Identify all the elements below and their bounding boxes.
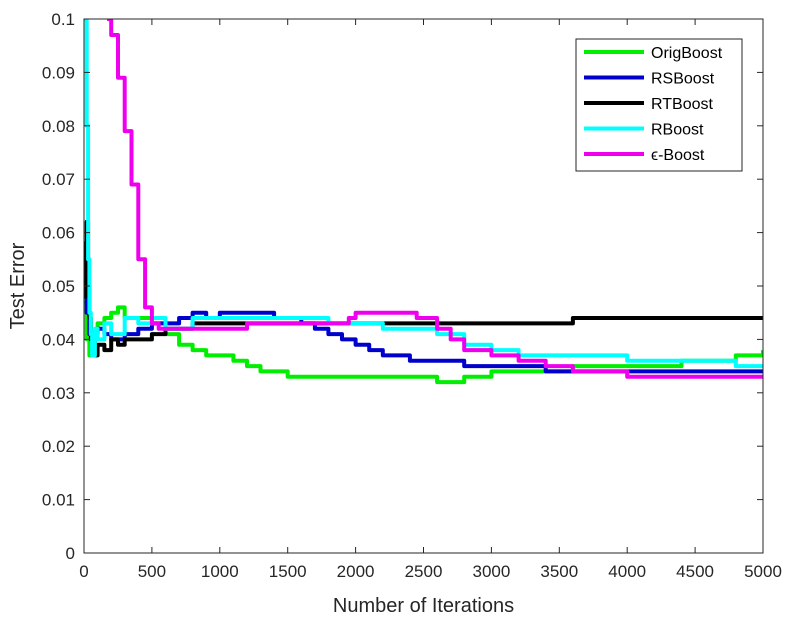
x-tick-label: 3500 [540,562,578,581]
y-tick-label: 0.08 [42,117,75,136]
x-tick-label: 1000 [201,562,239,581]
y-tick-label: 0.1 [51,10,75,29]
y-tick-label: 0.07 [42,170,75,189]
y-tick-label: 0.05 [42,277,75,296]
y-tick-label: 0 [66,544,75,563]
x-tick-label: 2000 [337,562,375,581]
y-axis: 0 0.01 0.02 0.03 0.04 0.05 0.06 0.07 0.08 0.09 0.1 [42,10,763,563]
x-tick-label: 4000 [608,562,646,581]
legend-label: RBoost [651,122,704,139]
series-line-boost [107,19,763,379]
legend-label: RSBoost [651,71,715,88]
series-layer [84,19,763,385]
y-tick-label: 0.02 [42,437,75,456]
x-tick-label: 1500 [269,562,307,581]
legend-label: ϵ-Boost [651,147,705,164]
y-axis-label: Test Error [7,242,29,329]
x-tick-label: 3000 [472,562,510,581]
y-tick-label: 0.03 [42,384,75,403]
y-tick-label: 0.04 [42,330,75,349]
x-tick-label: 5000 [744,562,782,581]
y-tick-label: 0.06 [42,224,75,243]
x-tick-label: 4500 [676,562,714,581]
legend-label: OrigBoost [651,45,723,62]
x-axis: 0 500 1000 1500 2000 2500 3000 3500 4000 4500 5000 [79,19,782,581]
y-tick-label: 0.01 [42,491,75,510]
legend: OrigBoost RSBoost RTBoost RBoost ϵ-Boost [575,38,743,172]
x-axis-label: Number of Iterations [333,595,514,617]
x-tick-label: 0 [79,562,88,581]
x-tick-label: 2500 [405,562,443,581]
x-tick-label: 500 [138,562,166,581]
legend-label: RTBoost [651,96,714,113]
y-tick-label: 0.09 [42,63,75,82]
